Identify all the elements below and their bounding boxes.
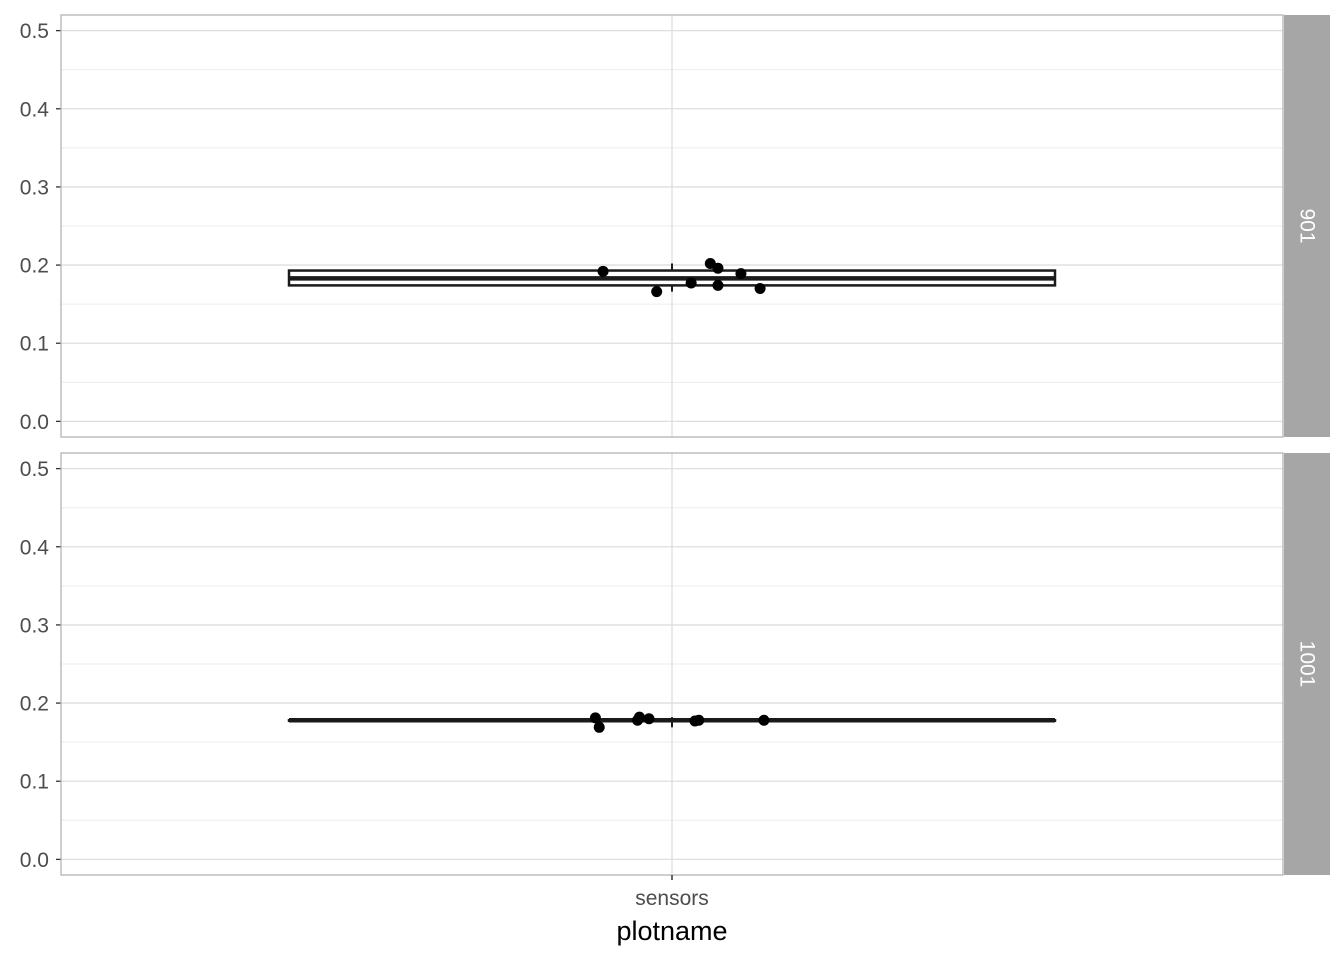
x-axis: sensors plotname — [616, 875, 728, 946]
data-point — [589, 712, 601, 724]
y-tick-label: 0.2 — [20, 255, 49, 278]
data-point — [712, 262, 724, 274]
y-tick-label: 0.3 — [20, 614, 49, 637]
data-point — [712, 279, 724, 291]
data-point — [633, 711, 645, 723]
y-tick-label: 0.5 — [20, 458, 49, 481]
panels-layer: 0.0 0.1 0.2 0.3 0.4 0.5 901 0.0 0.1 0.2 0.3 0.4 0.5 1… — [20, 14, 1330, 876]
y-tick-label: 0.4 — [20, 536, 50, 559]
y-tick-label: 0.2 — [20, 693, 49, 716]
y-tick-label: 0.3 — [20, 176, 49, 199]
facet-strip — [1284, 15, 1330, 437]
data-point — [643, 713, 655, 725]
x-axis-title: plotname — [616, 916, 727, 946]
y-tick-label: 0.5 — [20, 20, 49, 43]
y-tick-label: 0.0 — [20, 849, 49, 872]
facet-strip-label: 901 — [1296, 208, 1319, 243]
data-point — [754, 283, 766, 295]
x-tick-label: sensors — [635, 887, 709, 910]
y-tick-label: 0.0 — [20, 411, 49, 434]
panel-border — [60, 14, 1284, 438]
y-tick-label: 0.4 — [20, 98, 50, 121]
y-tick-label: 0.1 — [20, 771, 49, 794]
y-tick-label: 0.1 — [20, 333, 49, 356]
facet-strip-label: 1001 — [1296, 641, 1319, 688]
data-point — [758, 714, 770, 726]
facet-panel-901: 0.0 0.1 0.2 0.3 0.4 0.5 901 — [20, 14, 1330, 438]
data-point — [651, 286, 663, 298]
data-point — [685, 277, 697, 289]
data-point — [693, 714, 705, 726]
data-point — [593, 721, 605, 733]
data-point — [597, 265, 609, 277]
data-point — [735, 268, 747, 280]
facet-panel-1001: 0.0 0.1 0.2 0.3 0.4 0.5 1001 — [20, 452, 1330, 876]
facet-strip — [1284, 453, 1330, 875]
